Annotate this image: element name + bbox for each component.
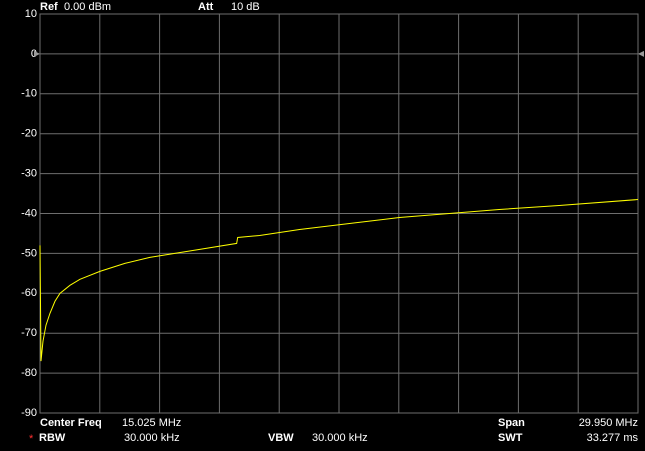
att-label: Att <box>198 1 214 13</box>
y-tick-label: -30 <box>21 168 37 180</box>
y-tick-label: -90 <box>21 407 37 419</box>
y-tick-label: -50 <box>21 247 37 259</box>
ref-arrow <box>34 50 40 57</box>
ref-label: Ref <box>40 1 58 13</box>
rbw-label: RBW <box>39 432 66 444</box>
span-label: Span <box>498 417 525 429</box>
rbw-marker: * <box>29 433 34 445</box>
vbw-label: VBW <box>268 432 294 444</box>
span-value: 29.950 MHz <box>579 417 638 429</box>
y-tick-label: -70 <box>21 327 37 339</box>
att-value: 10 dB <box>231 1 260 13</box>
rbw-value: 30.000 kHz <box>124 432 180 444</box>
ref-value: 0.00 dBm <box>64 1 111 13</box>
y-tick-label: 10 <box>25 8 37 20</box>
trace <box>39 199 639 362</box>
center-value: 15.025 MHz <box>122 417 181 429</box>
vbw-value: 30.000 kHz <box>312 432 368 444</box>
ref-arrow <box>638 50 644 57</box>
y-tick-label: -60 <box>21 287 37 299</box>
center-label: Center Freq <box>40 417 102 429</box>
y-tick-label: -40 <box>21 207 37 219</box>
y-tick-label: 0 <box>31 48 37 60</box>
y-tick-label: -20 <box>21 128 37 140</box>
swt-label: SWT <box>498 432 523 444</box>
swt-value: 33.277 ms <box>587 432 639 444</box>
y-tick-label: -10 <box>21 88 37 100</box>
y-tick-label: -80 <box>21 367 37 379</box>
